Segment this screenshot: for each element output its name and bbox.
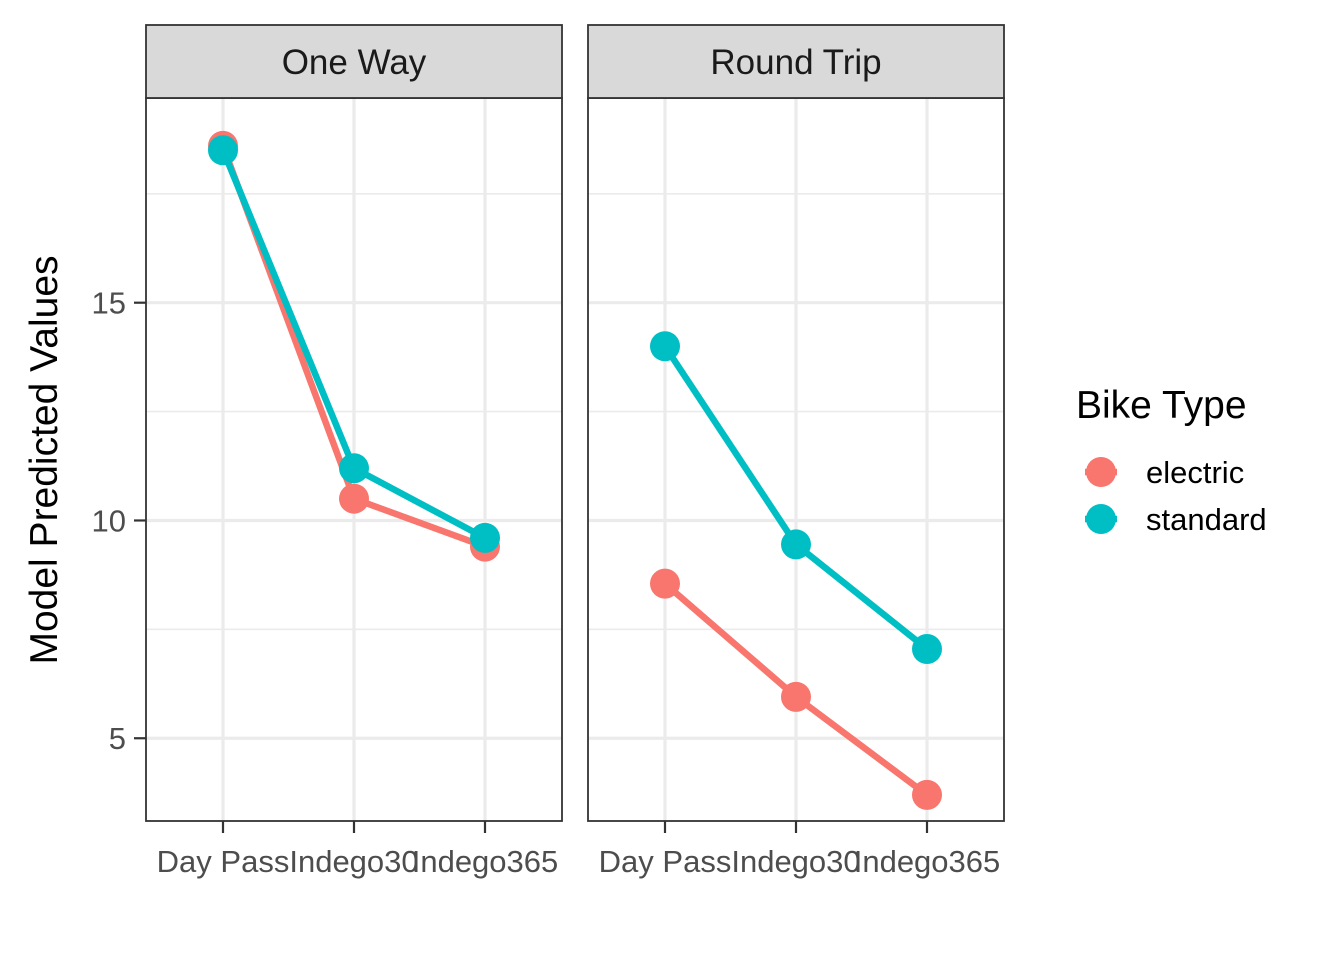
legend-items: electric standard [1085,455,1267,537]
legend: Bike Type electric standard [1076,384,1267,537]
legend-label: standard [1146,502,1267,537]
x-tick-label: Day Pass [157,844,290,879]
x-tick-label: Indego30 [289,844,418,879]
y-axis-title: Model Predicted Values [23,255,66,664]
x-tick-label: Indego365 [412,844,559,879]
data-point-electric [339,483,369,514]
data-point-standard [650,331,680,362]
data-point-standard [339,453,369,484]
legend-item-standard: standard [1085,502,1267,537]
x-tick-label: Indego365 [854,844,1001,879]
data-point-standard [912,633,942,664]
strip-label: One Way [282,43,427,82]
legend-key-point [1086,457,1116,487]
legend-label: electric [1146,455,1244,490]
x-tick-label: Indego30 [731,844,860,879]
y-axis: 5 10 15 [92,286,146,756]
strip-background [145,24,563,99]
legend-key-point [1086,504,1116,534]
data-point-electric [912,779,942,810]
data-point-standard [208,135,238,166]
data-point-electric [650,568,680,599]
x-tick-label: Day Pass [599,844,732,879]
strip-label: Round Trip [710,43,881,82]
y-tick-label: 15 [92,286,126,321]
y-tick-label: 5 [109,721,126,756]
data-point-standard [781,529,811,560]
strip-background [587,24,1005,99]
legend-title: Bike Type [1076,384,1247,427]
data-point-standard [470,522,500,553]
data-point-electric [781,681,811,712]
legend-item-electric: electric [1085,455,1244,490]
y-tick-label: 10 [92,503,126,538]
